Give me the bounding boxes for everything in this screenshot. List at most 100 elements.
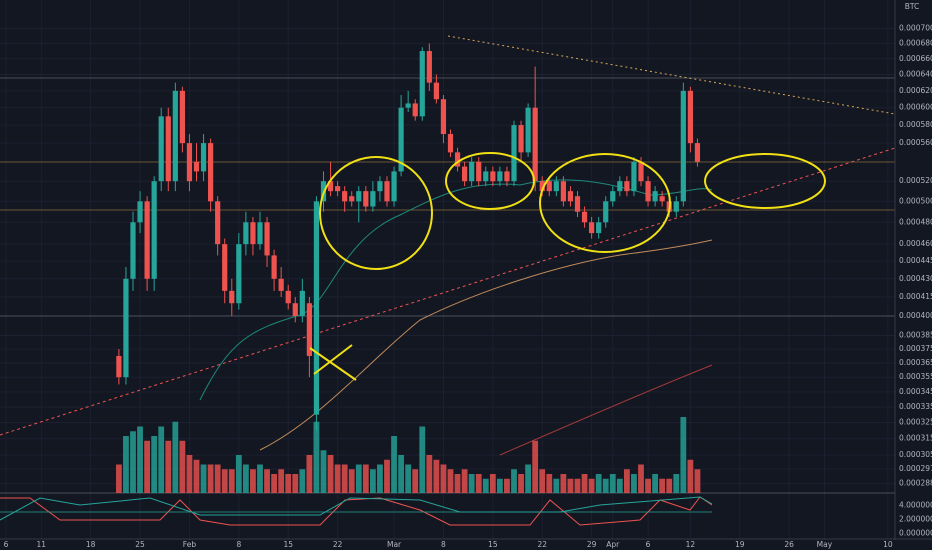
candle-body bbox=[172, 90, 178, 182]
volume-bar bbox=[348, 469, 355, 493]
candle-body bbox=[546, 181, 552, 192]
currency-label: BTC bbox=[905, 2, 920, 11]
y-tick-label: 0.00033500 bbox=[899, 402, 932, 411]
volume-bar bbox=[235, 455, 242, 493]
x-tick-label: 10 bbox=[883, 540, 893, 549]
candle-body bbox=[504, 171, 510, 182]
volume-bar bbox=[398, 455, 405, 493]
candle-body bbox=[645, 181, 651, 202]
volume-bar bbox=[242, 464, 249, 493]
candle-body bbox=[123, 278, 129, 378]
y-tick-label: 0.00052000 bbox=[899, 176, 932, 185]
candle-body bbox=[391, 171, 397, 202]
volume-bar bbox=[271, 474, 278, 493]
candle-body bbox=[384, 181, 390, 202]
y-tick-label: 0.00043000 bbox=[899, 274, 932, 283]
candle-body bbox=[264, 222, 270, 256]
volume-bar bbox=[645, 478, 651, 493]
y-tick-label: 0.00029700 bbox=[899, 464, 932, 473]
volume-bar bbox=[673, 474, 680, 493]
volume-bar bbox=[631, 474, 637, 493]
volume-bar bbox=[553, 478, 560, 493]
candle-body bbox=[581, 211, 588, 223]
candle-body bbox=[476, 161, 482, 182]
y-tick-label: 0.00062000 bbox=[899, 86, 932, 95]
oscillator-line bbox=[0, 496, 713, 526]
candle-body bbox=[349, 196, 355, 202]
candle-body bbox=[419, 51, 425, 117]
x-tick-label: 6 bbox=[646, 540, 651, 549]
volume-bar bbox=[546, 474, 553, 493]
volume-bar bbox=[419, 426, 426, 493]
x-tick-label: 12 bbox=[686, 540, 696, 549]
candle-body bbox=[673, 201, 679, 212]
volume-bar bbox=[412, 469, 419, 493]
volume-bar bbox=[285, 474, 292, 493]
candle-body bbox=[610, 191, 616, 202]
volume-bar bbox=[172, 421, 179, 493]
volume-bar bbox=[228, 469, 235, 493]
x-tick-label: 18 bbox=[86, 540, 96, 549]
y-tick-label: 0.00058000 bbox=[899, 120, 932, 129]
volume-bar bbox=[193, 459, 200, 493]
x-tick-label: 26 bbox=[784, 540, 794, 549]
volume-bar bbox=[475, 474, 482, 493]
volume-bar bbox=[334, 464, 341, 493]
volume-bar bbox=[623, 469, 630, 493]
candle-body bbox=[137, 201, 143, 223]
candle-body bbox=[327, 181, 334, 192]
volume-bar bbox=[207, 464, 214, 493]
volume-bar bbox=[341, 464, 348, 493]
candle-body bbox=[433, 82, 439, 100]
oscillator-tick-label: 0.0000000 bbox=[899, 529, 932, 538]
candle-body bbox=[165, 116, 171, 182]
candle-body bbox=[589, 222, 595, 234]
candle-body bbox=[130, 222, 136, 279]
candle-body bbox=[335, 186, 341, 192]
x-tick-label: 22 bbox=[333, 540, 343, 549]
candle-body bbox=[624, 181, 630, 192]
volume-bar bbox=[115, 464, 122, 493]
volume-bar bbox=[214, 464, 221, 493]
y-tick-label: 0.00041500 bbox=[899, 292, 932, 301]
candle-body bbox=[532, 107, 538, 182]
x-tick-label: 15 bbox=[283, 540, 293, 549]
volume-bar bbox=[574, 478, 581, 493]
candle-body bbox=[257, 222, 263, 245]
moving-average bbox=[259, 239, 713, 451]
x-tick-label: 6 bbox=[4, 540, 9, 549]
volume-bar bbox=[433, 459, 440, 493]
volume-bar bbox=[511, 469, 517, 493]
volume-bar bbox=[496, 478, 503, 493]
volume-bar bbox=[123, 436, 129, 493]
candle-body bbox=[299, 290, 305, 316]
x-tick-label: 29 bbox=[587, 540, 597, 549]
x-tick-label: Feb bbox=[183, 540, 197, 549]
candle-body bbox=[687, 90, 693, 144]
volume-bar bbox=[447, 469, 454, 493]
x-tick-label: 8 bbox=[236, 540, 241, 549]
oscillator-line bbox=[0, 496, 713, 521]
volume-bar bbox=[504, 478, 510, 493]
candle-body bbox=[574, 196, 581, 212]
candle-body bbox=[617, 181, 623, 192]
volume-bars bbox=[115, 417, 701, 493]
candle-body bbox=[193, 161, 200, 172]
volume-bar bbox=[468, 474, 475, 493]
y-tick-label: 0.00056000 bbox=[899, 138, 932, 147]
volume-bar bbox=[652, 474, 659, 493]
y-tick-label: 0.00030500 bbox=[899, 450, 932, 459]
x-tick-label: 8 bbox=[441, 540, 446, 549]
volume-bar bbox=[306, 455, 313, 493]
candle-body bbox=[631, 161, 637, 192]
candle-body bbox=[370, 191, 376, 207]
candle-body bbox=[518, 125, 524, 153]
y-tick-label: 0.00044500 bbox=[899, 256, 932, 265]
x-tick-label: 11 bbox=[37, 540, 47, 549]
candle-body bbox=[603, 201, 609, 223]
candles bbox=[116, 43, 701, 431]
volume-bar bbox=[588, 478, 595, 493]
trend-line bbox=[447, 35, 896, 115]
candle-body bbox=[405, 103, 411, 108]
candle-body bbox=[271, 255, 277, 279]
